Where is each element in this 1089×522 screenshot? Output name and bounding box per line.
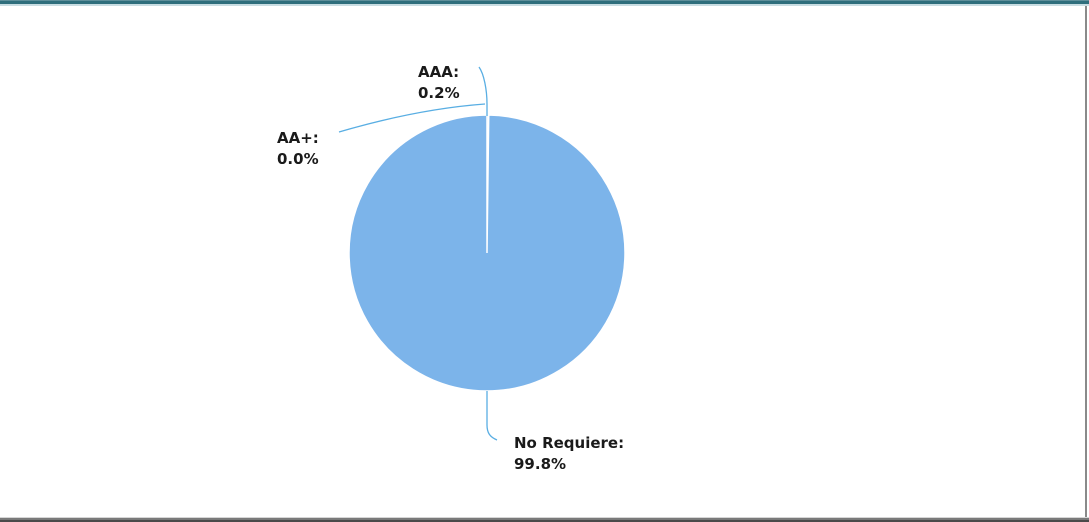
slice-label-no-requiere-value: 99.8% xyxy=(514,455,567,473)
leader-line-aaa xyxy=(478,66,488,116)
bottom-border xyxy=(0,517,1089,522)
pie-slice-no-requiere xyxy=(348,114,626,392)
slice-label-aaa: AAA: 0.2% xyxy=(418,62,460,104)
leader-line-aa-plus xyxy=(338,103,486,133)
top-border xyxy=(0,0,1089,6)
right-border xyxy=(1085,6,1087,517)
slice-label-aa-plus-value: 0.0% xyxy=(277,150,319,168)
slice-label-no-requiere: No Requiere: 99.8% xyxy=(514,433,624,475)
leader-line-no-requiere xyxy=(486,391,498,441)
slice-label-no-requiere-name: No Requiere: xyxy=(514,434,625,452)
slice-label-aa-plus: AA+: 0.0% xyxy=(277,128,319,170)
slice-label-aaa-value: 0.2% xyxy=(418,84,460,102)
slice-label-aaa-name: AAA: xyxy=(418,63,460,81)
slice-label-aa-plus-name: AA+: xyxy=(277,129,319,147)
